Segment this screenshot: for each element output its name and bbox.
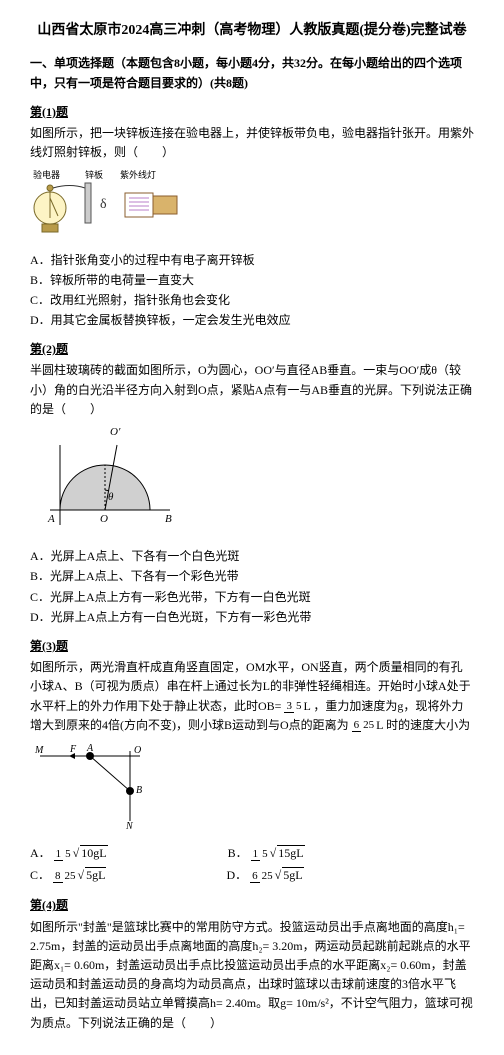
q2-diagram: O′ O A B θ <box>30 425 474 541</box>
q3-M: M <box>34 745 44 756</box>
q4-label: 第(4)题 <box>30 896 474 915</box>
q3-F: F <box>69 744 77 755</box>
q2-optA: A．光屏上A点上、下各有一个白色光斑 <box>30 547 474 566</box>
q3-label: 第(3)题 <box>30 637 474 656</box>
q3-optC: C． 825√5gL <box>30 866 106 885</box>
q1-label: 第(1)题 <box>30 103 474 122</box>
q3-optA: A． 15√10gL <box>30 844 108 863</box>
q2-text: 半圆柱玻璃砖的截面如图所示，O为圆心，OO′与直径AB垂直。一束与OO′成θ（较… <box>30 361 474 419</box>
q3-text: 如图所示，两光滑直杆成直角竖直固定，OM水平，ON竖直，两个质量相同的有孔小球A… <box>30 658 474 735</box>
q3-B: B <box>136 785 142 796</box>
q3-optB: B． 15√15gL <box>228 844 305 863</box>
q3-diagram: M F A O B N <box>30 741 474 837</box>
q2-label: 第(2)题 <box>30 340 474 359</box>
q1-lbl-b: 锌板 <box>85 169 103 180</box>
svg-text:δ: δ <box>100 197 107 212</box>
q1-options: A．指针张角变小的过程中有电子离开锌板 B．锌板所带的电荷量一直变大 C．改用红… <box>30 251 474 331</box>
q1-text: 如图所示，把一块锌板连接在验电器上，并使锌板带负电，验电器指针张开。用紫外线灯照… <box>30 124 474 162</box>
q1-optC: C．改用红光照射，指针张角也会变化 <box>30 291 474 310</box>
q2-optC: C．光屏上A点上方有一彩色光带，下方有一白色光斑 <box>30 588 474 607</box>
q2-Op: O′ <box>110 426 121 438</box>
q3-O: O <box>134 745 141 756</box>
q1-lbl-c: 紫外线灯 <box>120 169 156 180</box>
q2-A: A <box>47 513 55 525</box>
q1-lbl-a: 验电器 <box>33 169 60 180</box>
q2-B: B <box>165 513 172 525</box>
q2-options: A．光屏上A点上、下各有一个白色光斑 B．光屏上A点上、下各有一个彩色光带 C．… <box>30 547 474 627</box>
q2-optD: D．光屏上A点上方有一白色光斑，下方有一彩色光带 <box>30 608 474 627</box>
section1-heading: 一、单项选择题（本题包含8小题，每小题4分，共32分。在每小题给出的四个选项中，… <box>30 54 474 92</box>
q3-optD: D． 625√5gL <box>226 866 303 885</box>
q4-text: 如图所示"封盖"是篮球比赛中的常用防守方式。投篮运动员出手点离地面的高度h₁= … <box>30 918 474 1033</box>
q2-optB: B．光屏上A点上、下各有一个彩色光带 <box>30 567 474 586</box>
q2-theta: θ <box>108 491 114 503</box>
q1-optB: B．锌板所带的电荷量一直变大 <box>30 271 474 290</box>
q1-optA: A．指针张角变小的过程中有电子离开锌板 <box>30 251 474 270</box>
page-title: 山西省太原市2024高三冲刺（高考物理）人教版真题(提分卷)完整试卷 <box>30 20 474 42</box>
q3-A: A <box>86 743 94 754</box>
q3-options: A． 15√10gL B． 15√15gL C． 825√5gL D． 625√… <box>30 843 474 886</box>
q3-N: N <box>125 821 134 831</box>
q1-diagram: 验电器 锌板 紫外线灯 δ <box>30 168 474 244</box>
q1-optD: D．用其它金属板替换锌板，一定会发生光电效应 <box>30 311 474 330</box>
q2-O: O <box>100 513 108 525</box>
